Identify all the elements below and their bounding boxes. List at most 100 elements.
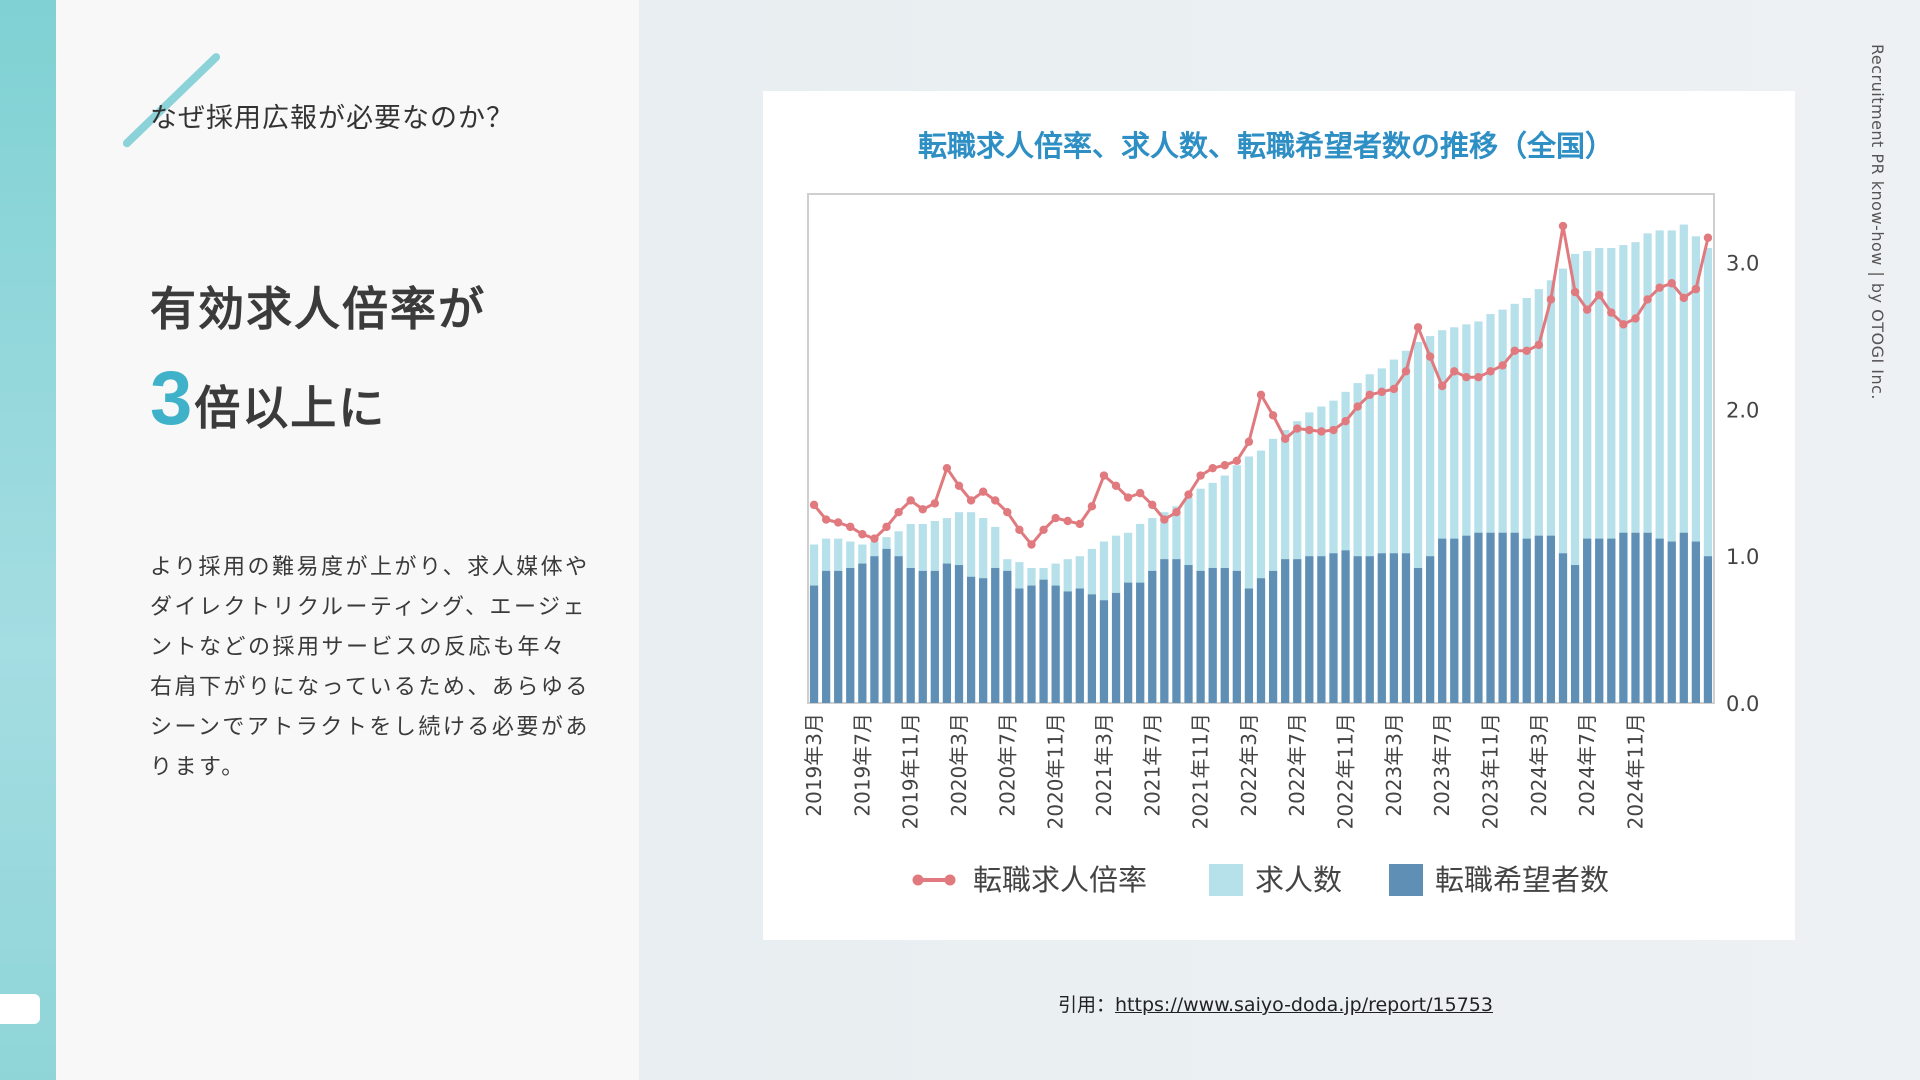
bar-job-seekers [1232, 570, 1241, 703]
x-tick-label: 2023年7月 [1430, 713, 1454, 817]
bar-job-seekers [1039, 579, 1048, 703]
bar-job-seekers [1172, 559, 1181, 703]
y-tick-label: 1.0 [1726, 545, 1759, 569]
bar-job-seekers [991, 567, 1000, 703]
bar-job-seekers [1389, 553, 1398, 703]
ratio-point [1160, 515, 1169, 524]
ratio-point [1148, 500, 1157, 510]
bar-job-seekers [1595, 538, 1604, 703]
bar-job-seekers [1196, 570, 1205, 703]
ratio-point [1655, 283, 1664, 292]
chart-card: 転職求人倍率、求人数、転職希望者数の推移（全国） 0.0 1.0 2.0 3.0 2019… [763, 91, 1795, 940]
x-tick-label: 2021年3月 [1092, 713, 1116, 817]
ratio-point [1075, 519, 1084, 529]
bar-job-seekers [1583, 538, 1592, 703]
ratio-point [1184, 490, 1193, 499]
x-tick-label: 2020年11月 [1044, 713, 1068, 829]
bar-job-seekers [1365, 556, 1374, 703]
ratio-point [1703, 233, 1713, 242]
bar-job-seekers [918, 570, 927, 703]
bar-job-openings [1353, 383, 1362, 703]
bar-job-seekers [1534, 535, 1543, 703]
ratio-point [882, 522, 891, 532]
ratio-point [1196, 471, 1205, 480]
bar-job-seekers [1244, 588, 1254, 703]
ratio-point [1570, 287, 1580, 297]
bar-job-openings [1329, 400, 1338, 703]
bar-job-openings [1534, 289, 1543, 703]
ratio-point [1268, 411, 1278, 420]
left-panel [56, 0, 639, 1080]
x-tick-label: 2024年11月 [1623, 713, 1647, 829]
x-tick-label: 2023年11月 [1479, 713, 1503, 829]
bar-job-seekers [846, 567, 855, 703]
ratio-point [1679, 293, 1688, 303]
x-tick-label: 2024年7月 [1575, 713, 1599, 817]
bar-job-seekers [1087, 594, 1096, 703]
ratio-point [918, 505, 927, 514]
ratio-point [1232, 456, 1242, 466]
y-tick-label: 2.0 [1726, 398, 1759, 422]
bar-job-seekers [1655, 538, 1664, 703]
bar-job-openings [1486, 314, 1495, 703]
ratio-point [978, 487, 988, 496]
x-tick-label: 2022年3月 [1237, 713, 1261, 817]
x-tick-label: 2019年11月 [899, 713, 923, 829]
x-tick-label: 2020年7月 [995, 713, 1019, 817]
ratio-point [1619, 320, 1628, 329]
ratio-point [1099, 471, 1109, 480]
ratio-point [1691, 284, 1701, 294]
y-tick-label: 0.0 [1726, 692, 1759, 716]
bar-job-openings [1667, 230, 1676, 703]
ratio-point [1438, 381, 1447, 391]
legend-label-ratio: 転職求人倍率 [973, 863, 1147, 897]
bar-job-seekers [1124, 582, 1133, 703]
bar-job-seekers [1208, 567, 1217, 703]
bar-job-seekers [1510, 532, 1519, 703]
bar-job-openings [1583, 250, 1592, 703]
x-tick-label: 2023年3月 [1382, 713, 1406, 817]
bar-job-openings [1450, 327, 1459, 703]
bar-job-openings [1462, 324, 1471, 703]
bar-job-openings [1317, 406, 1326, 703]
ratio-point [1450, 367, 1459, 376]
bar-job-seekers [1558, 553, 1568, 703]
bar-job-seekers [906, 567, 915, 703]
ratio-point [1003, 508, 1012, 517]
bar-job-seekers [1413, 567, 1423, 703]
bar-job-seekers [1051, 585, 1060, 703]
ratio-point [1498, 361, 1507, 370]
bar-job-seekers [1462, 535, 1471, 703]
section-label: なぜ採用広報が必要なのか？ [150, 103, 514, 134]
x-tick-label: 2019年3月 [802, 713, 826, 817]
side-tab[interactable] [0, 994, 40, 1024]
bar-job-seekers [1679, 532, 1688, 703]
headline-line1: 有効求人倍率が [150, 282, 486, 336]
chart-title: 転職求人倍率、求人数、転職希望者数の推移（全国） [918, 129, 1614, 163]
ratio-point [1474, 372, 1483, 382]
bar-job-seekers [1220, 567, 1229, 703]
bar-job-openings [1558, 268, 1568, 703]
ratio-point [1643, 295, 1652, 304]
bar-job-seekers [1148, 570, 1157, 703]
ratio-point [1027, 540, 1036, 549]
bar-job-seekers [1075, 588, 1084, 703]
ratio-point [1136, 488, 1145, 498]
ratio-point [809, 500, 819, 510]
bar-job-seekers [1063, 591, 1072, 703]
ratio-point [858, 530, 867, 539]
bar-job-openings [1438, 330, 1447, 703]
chart: 転職求人倍率、求人数、転職希望者数の推移（全国） 0.0 1.0 2.0 3.0 2019… [802, 129, 1759, 897]
bar-job-seekers [1268, 570, 1278, 703]
ratio-point [1244, 437, 1254, 446]
bar-job-seekers [1438, 538, 1447, 703]
ratio-point [1510, 346, 1519, 355]
ratio-point [1015, 525, 1024, 535]
ratio-point [1341, 417, 1350, 426]
bar-job-seekers [1426, 556, 1435, 703]
ratio-point [1595, 290, 1604, 300]
ratio-point [1389, 384, 1399, 394]
ratio-point [1462, 372, 1471, 382]
citation-link[interactable]: https://www.saiyo-doda.jp/report/15753 [1115, 994, 1493, 1016]
bar-job-seekers [1317, 556, 1326, 703]
